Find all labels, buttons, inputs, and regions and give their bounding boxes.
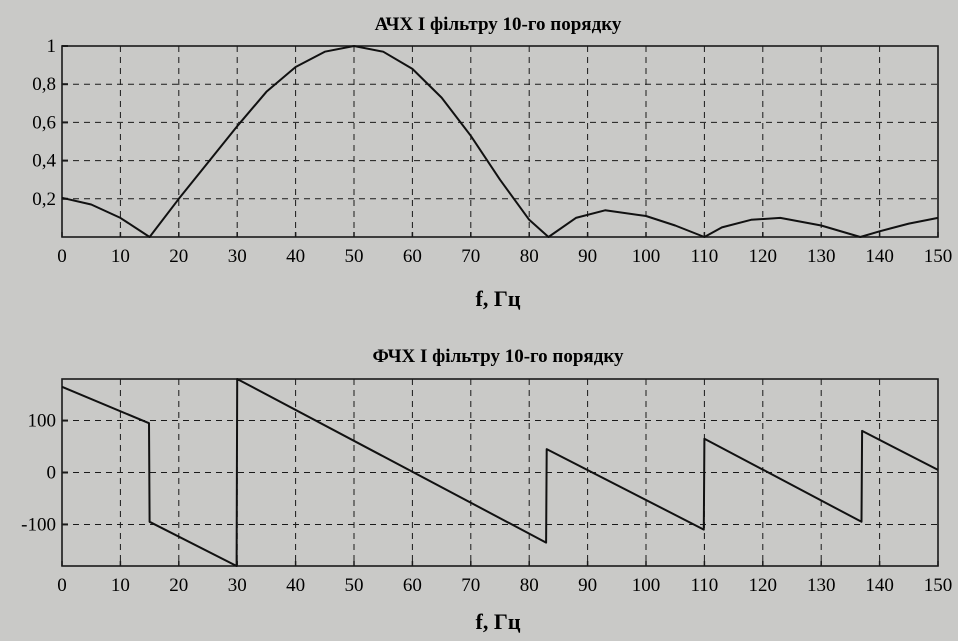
y-tick-label: 0,4 (32, 151, 56, 172)
x-tick-label: 10 (111, 246, 130, 267)
x-tick-label: 60 (403, 575, 422, 596)
x-tick-label: 140 (865, 246, 894, 267)
x-tick-label: 40 (286, 246, 305, 267)
amplitude-response-chart: АЧХ І фільтру 10-го порядку f, Гц 0 10 20 3… (32, 14, 952, 311)
x-tick-label: 80 (520, 575, 539, 596)
y-tick-label: 0,2 (32, 189, 56, 210)
series-line (61, 378, 939, 567)
plot-frame (61, 378, 939, 567)
x-tick-label: 50 (345, 575, 364, 596)
x-axis-label: f, Гц (476, 609, 521, 634)
x-tick-label: 70 (461, 246, 480, 267)
x-tick-label: 150 (924, 575, 953, 596)
x-tick-label: 70 (461, 575, 480, 596)
y-tick-label: 0,8 (32, 74, 56, 95)
x-axis-label: f, Гц (476, 286, 521, 311)
x-tick-label: 150 (924, 246, 953, 267)
x-tick-label: 140 (865, 575, 894, 596)
x-tick-label: 30 (228, 246, 247, 267)
y-tick-label: 1 (47, 36, 57, 57)
x-tick-label: 0 (57, 575, 67, 596)
x-tick-label: 120 (749, 246, 778, 267)
chart-title: АЧХ І фільтру 10-го порядку (375, 14, 622, 35)
y-tick-label: 0 (47, 463, 57, 484)
y-tick-label: -100 (21, 514, 56, 535)
y-tick-label: 0,6 (32, 112, 56, 133)
x-tick-label: 20 (169, 575, 188, 596)
x-tick-label: 30 (228, 575, 247, 596)
x-tick-label: 110 (691, 246, 719, 267)
x-tick-label: 0 (57, 246, 67, 267)
x-tick-label: 10 (111, 575, 130, 596)
x-tick-label: 90 (578, 575, 597, 596)
series-line (61, 45, 939, 238)
x-tick-label: 110 (691, 575, 719, 596)
x-tick-label: 80 (520, 246, 539, 267)
x-tick-label: 50 (345, 246, 364, 267)
x-tick-label: 130 (807, 575, 836, 596)
chart-title: ФЧХ І фільтру 10-го порядку (372, 346, 624, 367)
x-tick-label: 100 (632, 246, 661, 267)
x-tick-label: 120 (749, 575, 778, 596)
x-tick-label: 90 (578, 246, 597, 267)
plot-frame (61, 45, 939, 238)
x-tick-label: 20 (169, 246, 188, 267)
y-tick-label: 100 (28, 411, 57, 432)
x-tick-label: 60 (403, 246, 422, 267)
x-tick-label: 100 (632, 575, 661, 596)
phase-response-chart: ФЧХ І фільтру 10-го порядку f, Гц 0 10 20 3… (21, 346, 952, 634)
x-tick-label: 40 (286, 575, 305, 596)
x-tick-label: 130 (807, 246, 836, 267)
